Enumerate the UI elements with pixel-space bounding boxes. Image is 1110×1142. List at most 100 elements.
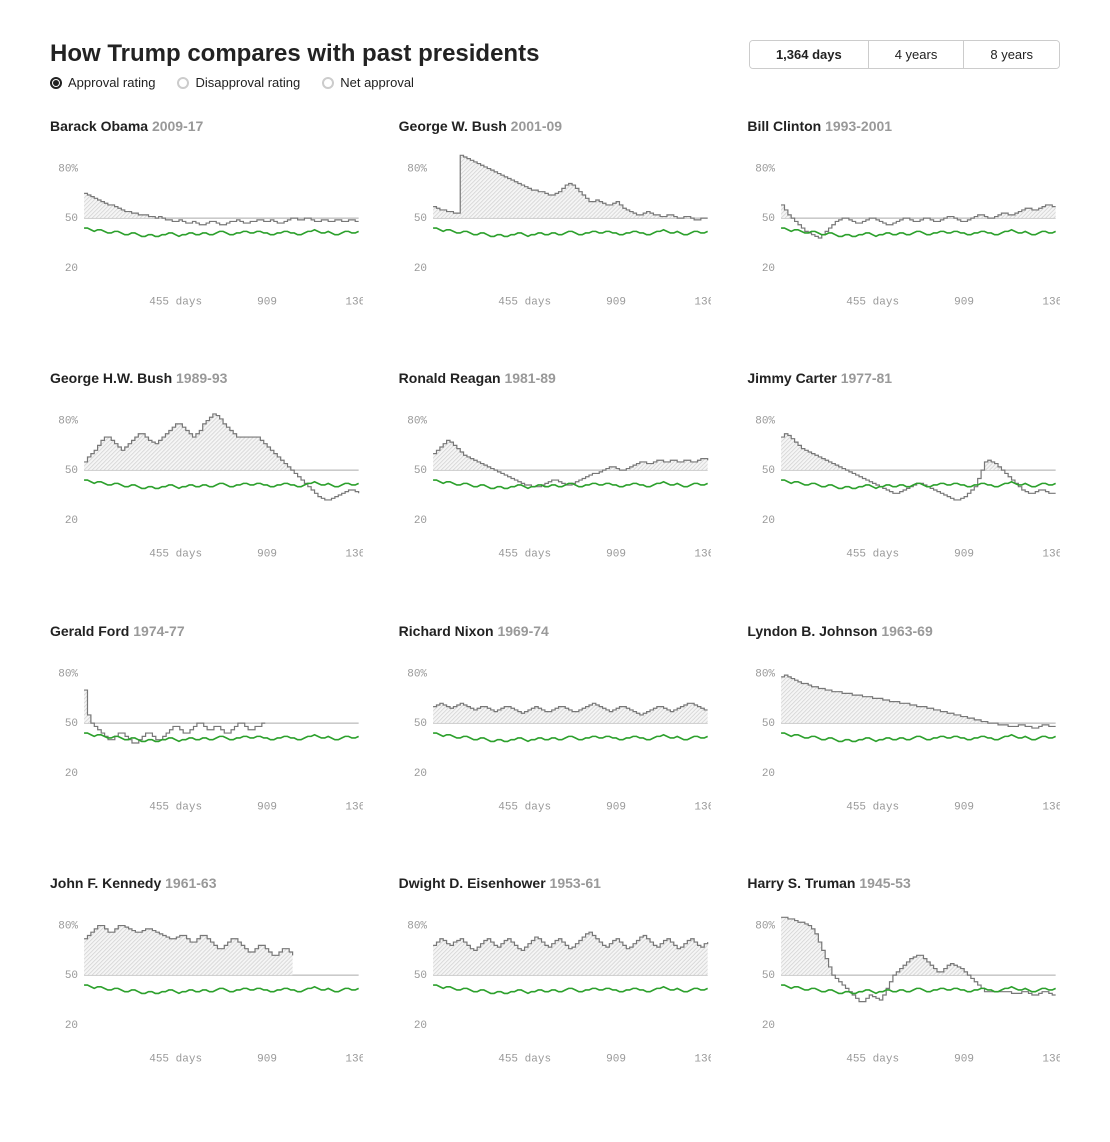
y-tick-label: 20 bbox=[762, 515, 775, 527]
y-tick-label: 80% bbox=[58, 164, 78, 176]
x-tick-label: 909 bbox=[954, 549, 974, 561]
metric-label: Approval rating bbox=[68, 75, 155, 90]
y-tick-label: 50 bbox=[413, 970, 426, 982]
y-tick-label: 80% bbox=[756, 921, 776, 933]
x-tick-label: 909 bbox=[954, 801, 974, 813]
y-tick-label: 50 bbox=[762, 970, 775, 982]
president-name: George W. Bush bbox=[399, 118, 507, 134]
president-years: 1977-81 bbox=[837, 370, 892, 386]
chart: 205080%455 days9091364 bbox=[50, 649, 363, 829]
panel-9: John F. Kennedy 1961-63205080%455 days90… bbox=[50, 875, 363, 1081]
range-btn-1[interactable]: 4 years bbox=[869, 41, 965, 68]
president-years: 1974-77 bbox=[129, 623, 184, 639]
x-tick-label: 455 days bbox=[149, 1053, 202, 1065]
panel-title: Gerald Ford 1974-77 bbox=[50, 623, 363, 639]
panel-title: Barack Obama 2009-17 bbox=[50, 118, 363, 134]
x-tick-label: 455 days bbox=[847, 296, 900, 308]
y-tick-label: 20 bbox=[762, 263, 775, 275]
reference-line bbox=[84, 480, 359, 488]
approval-area bbox=[781, 205, 1056, 218]
x-tick-label: 909 bbox=[954, 1053, 974, 1065]
chart-svg: 205080%455 days9091364 bbox=[747, 144, 1060, 324]
chart: 205080%455 days9091364 bbox=[399, 144, 712, 324]
approval-area bbox=[84, 414, 359, 470]
president-name: Jimmy Carter bbox=[747, 370, 837, 386]
reference-line bbox=[781, 228, 1056, 236]
panel-0: Barack Obama 2009-17205080%455 days90913… bbox=[50, 118, 363, 324]
range-toggle: 1,364 days4 years8 years bbox=[749, 40, 1060, 69]
president-name: Barack Obama bbox=[50, 118, 148, 134]
x-tick-label: 1364 bbox=[345, 549, 362, 561]
panel-title: Richard Nixon 1969-74 bbox=[399, 623, 712, 639]
president-name: Ronald Reagan bbox=[399, 370, 501, 386]
x-tick-label: 909 bbox=[257, 296, 277, 308]
reference-line bbox=[433, 985, 708, 993]
y-tick-label: 80% bbox=[58, 668, 78, 680]
chart: 205080%455 days9091364 bbox=[747, 649, 1060, 829]
chart: 205080%455 days9091364 bbox=[747, 901, 1060, 1081]
chart-svg: 205080%455 days9091364 bbox=[747, 649, 1060, 829]
president-years: 2001-09 bbox=[507, 118, 562, 134]
y-tick-label: 50 bbox=[65, 466, 78, 478]
y-tick-label: 80% bbox=[407, 416, 427, 428]
approval-line bbox=[84, 690, 265, 743]
y-tick-label: 80% bbox=[756, 416, 776, 428]
president-name: George H.W. Bush bbox=[50, 370, 172, 386]
range-btn-2[interactable]: 8 years bbox=[964, 41, 1059, 68]
panel-title: Lyndon B. Johnson 1963-69 bbox=[747, 623, 1060, 639]
chart: 205080%455 days9091364 bbox=[399, 901, 712, 1081]
panel-8: Lyndon B. Johnson 1963-69 205080%455 days… bbox=[747, 623, 1060, 829]
y-tick-label: 50 bbox=[65, 970, 78, 982]
approval-area bbox=[84, 926, 293, 976]
metric-label: Disapproval rating bbox=[195, 75, 300, 90]
approval-line bbox=[781, 205, 1056, 238]
y-tick-label: 20 bbox=[65, 1020, 78, 1032]
president-years: 1963-69 bbox=[877, 623, 932, 639]
x-tick-label: 1364 bbox=[345, 1053, 362, 1065]
y-tick-label: 20 bbox=[762, 768, 775, 780]
approval-area bbox=[433, 703, 708, 723]
chart: 205080%455 days9091364 bbox=[50, 144, 363, 324]
chart-svg: 205080%455 days9091364 bbox=[399, 396, 712, 576]
chart-svg: 205080%455 days9091364 bbox=[50, 396, 363, 576]
chart-svg: 205080%455 days9091364 bbox=[747, 396, 1060, 576]
metric-option-1[interactable]: Disapproval rating bbox=[177, 75, 300, 90]
chart: 205080%455 days9091364 bbox=[399, 649, 712, 829]
panel-title: John F. Kennedy 1961-63 bbox=[50, 875, 363, 891]
president-years: 1989-93 bbox=[172, 370, 227, 386]
x-tick-label: 1364 bbox=[694, 296, 711, 308]
approval-area bbox=[433, 155, 708, 218]
x-tick-label: 455 days bbox=[847, 549, 900, 561]
y-tick-label: 20 bbox=[65, 515, 78, 527]
chart: 205080%455 days9091364 bbox=[747, 396, 1060, 576]
y-tick-label: 80% bbox=[407, 921, 427, 933]
panel-4: Ronald Reagan 1981-89205080%455 days9091… bbox=[399, 370, 712, 576]
y-tick-label: 20 bbox=[65, 768, 78, 780]
metric-option-2[interactable]: Net approval bbox=[322, 75, 414, 90]
metric-selector: Approval rating Disapproval rating Net app… bbox=[50, 75, 1060, 90]
y-tick-label: 80% bbox=[756, 668, 776, 680]
panel-title: Bill Clinton 1993-2001 bbox=[747, 118, 1060, 134]
panel-3: George H.W. Bush 1989-93205080%455 days9… bbox=[50, 370, 363, 576]
president-years: 2009-17 bbox=[148, 118, 203, 134]
chart: 205080%455 days9091364 bbox=[50, 396, 363, 576]
president-name: Harry S. Truman bbox=[747, 875, 855, 891]
panel-grid: Barack Obama 2009-17205080%455 days90913… bbox=[50, 118, 1060, 1082]
panel-title: George H.W. Bush 1989-93 bbox=[50, 370, 363, 386]
panel-1: George W. Bush 2001-09 205080%455 days909… bbox=[399, 118, 712, 324]
metric-option-0[interactable]: Approval rating bbox=[50, 75, 155, 90]
x-tick-label: 909 bbox=[257, 801, 277, 813]
chart-svg: 205080%455 days9091364 bbox=[399, 144, 712, 324]
panel-7: Richard Nixon 1969-74 205080%455 days9091… bbox=[399, 623, 712, 829]
president-years: 1981-89 bbox=[501, 370, 556, 386]
x-tick-label: 455 days bbox=[498, 549, 551, 561]
range-btn-0[interactable]: 1,364 days bbox=[750, 41, 869, 68]
y-tick-label: 50 bbox=[413, 466, 426, 478]
chart-svg: 205080%455 days9091364 bbox=[399, 901, 712, 1081]
page-title: How Trump compares with past presidents bbox=[50, 40, 539, 68]
y-tick-label: 50 bbox=[65, 213, 78, 225]
approval-area bbox=[84, 690, 265, 723]
y-tick-label: 80% bbox=[756, 164, 776, 176]
approval-area bbox=[84, 193, 359, 218]
y-tick-label: 80% bbox=[407, 164, 427, 176]
